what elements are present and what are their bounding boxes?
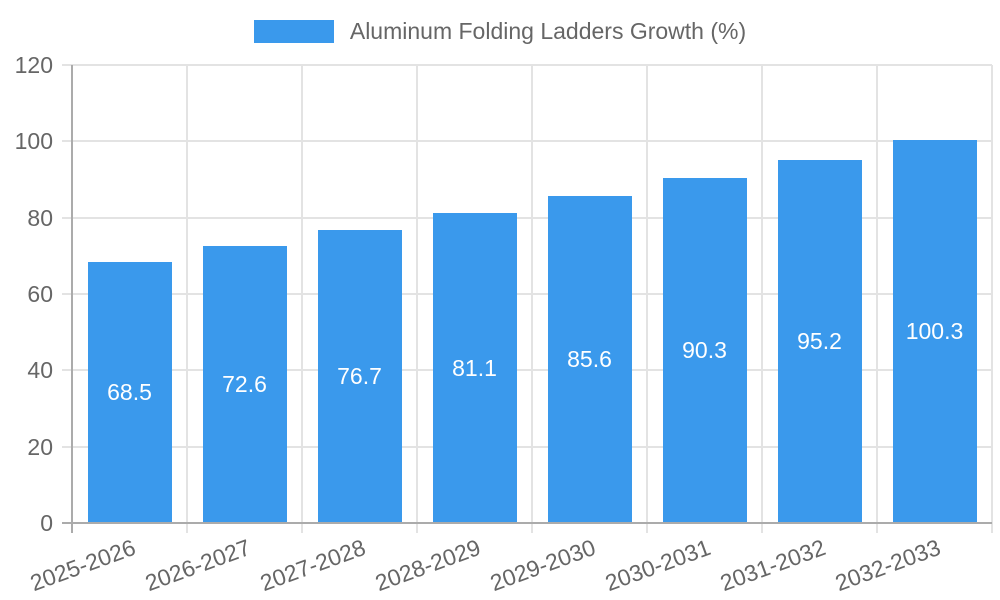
x-tick-label: 2030-2031 <box>601 534 714 597</box>
x-tick-label: 2032-2033 <box>831 534 944 597</box>
x-grid-line <box>186 65 188 533</box>
x-tick-label: 2028-2029 <box>371 534 484 597</box>
bar[interactable]: 90.3 <box>662 178 747 523</box>
y-grid-line <box>62 293 992 295</box>
bar[interactable]: 76.7 <box>317 230 402 523</box>
bar-value-label: 90.3 <box>682 337 727 364</box>
bar[interactable]: 95.2 <box>777 159 862 523</box>
x-grid-line <box>761 65 763 533</box>
y-grid-line <box>62 64 992 66</box>
legend-item[interactable]: Aluminum Folding Ladders Growth (%) <box>0 18 1000 45</box>
y-tick-label: 40 <box>27 357 53 384</box>
x-tick-label: 2031-2032 <box>716 534 829 597</box>
x-grid-line <box>991 65 993 533</box>
legend-swatch <box>253 20 334 43</box>
y-tick-label: 0 <box>40 510 53 536</box>
bar[interactable]: 85.6 <box>547 196 632 523</box>
y-tick-label: 80 <box>27 204 53 231</box>
bar[interactable]: 68.5 <box>87 261 172 523</box>
x-grid-line <box>876 65 878 533</box>
bar-value-label: 72.6 <box>222 370 267 397</box>
bar-value-label: 95.2 <box>797 327 842 354</box>
y-tick-label: 100 <box>14 128 53 155</box>
bar-value-label: 68.5 <box>107 378 152 405</box>
x-grid-line <box>301 65 303 533</box>
bar-value-label: 81.1 <box>452 354 497 381</box>
bar[interactable]: 100.3 <box>892 140 977 523</box>
y-axis-line <box>71 65 73 533</box>
x-tick-label: 2025-2026 <box>26 534 139 597</box>
bar-value-label: 76.7 <box>337 363 382 390</box>
bar-value-label: 85.6 <box>567 346 612 373</box>
bar[interactable]: 72.6 <box>202 245 287 523</box>
x-tick-label: 2027-2028 <box>256 534 369 597</box>
y-grid-line <box>62 140 992 143</box>
bar[interactable]: 81.1 <box>432 213 517 523</box>
x-tick-label: 2029-2030 <box>486 534 599 597</box>
x-axis-line <box>62 522 992 524</box>
y-grid-line <box>62 369 992 372</box>
y-grid-line <box>62 445 992 448</box>
legend-label: Aluminum Folding Ladders Growth (%) <box>349 18 747 44</box>
y-tick-label: 60 <box>27 281 53 307</box>
x-tick-label: 2026-2027 <box>141 534 254 597</box>
y-tick-label: 20 <box>27 433 53 460</box>
x-grid-line <box>416 65 418 533</box>
bar-value-label: 100.3 <box>905 318 964 345</box>
x-grid-line <box>531 65 533 533</box>
y-grid-line <box>62 216 992 219</box>
y-tick-label: 120 <box>14 52 53 78</box>
x-grid-line <box>646 65 648 533</box>
